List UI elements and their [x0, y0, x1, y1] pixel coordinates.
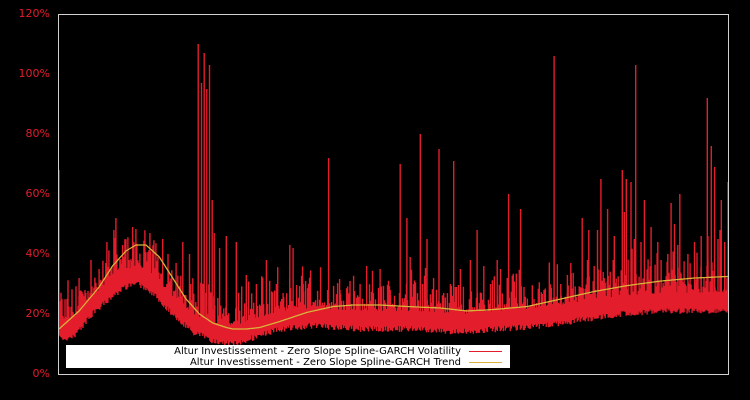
legend-swatch-gold — [469, 362, 502, 363]
y-tick-label: 0% — [32, 367, 50, 380]
y-tick-label: 80% — [25, 127, 50, 140]
plot-frame — [58, 14, 729, 375]
y-tick-label: 60% — [25, 187, 50, 200]
legend-label: Altur Investissement - Zero Slope Spline… — [189, 357, 461, 368]
legend: Altur Investissement - Zero Slope Spline… — [66, 345, 510, 368]
y-tick-label: 40% — [25, 247, 50, 260]
legend-label: Altur Investissement - Zero Slope Spline… — [174, 346, 461, 357]
y-tick-label: 120% — [18, 7, 50, 20]
legend-swatch-red — [469, 351, 502, 352]
y-tick-label: 20% — [25, 307, 50, 320]
volatility-series — [58, 44, 729, 346]
legend-item-trend: Altur Investissement - Zero Slope Spline… — [190, 357, 502, 368]
volatility-line — [58, 44, 729, 346]
y-tick-label: 100% — [18, 67, 50, 80]
legend-item-volatility: Altur Investissement - Zero Slope Spline… — [174, 346, 502, 357]
trend-series — [58, 244, 729, 330]
